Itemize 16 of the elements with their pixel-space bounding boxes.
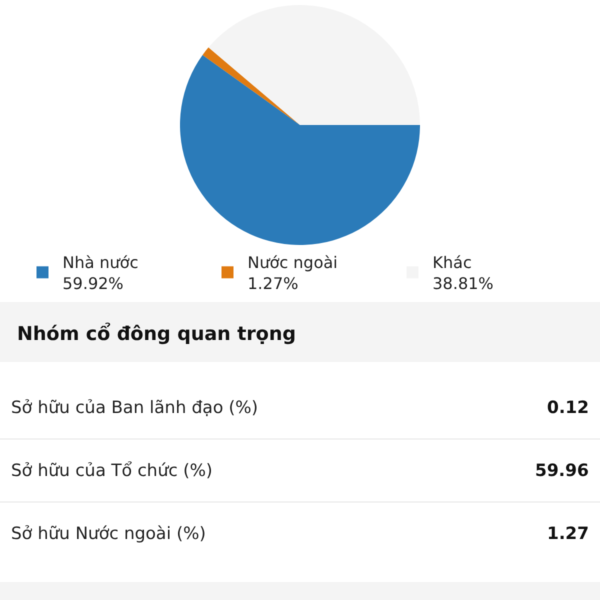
text: Nhóm cổ đông quan trọng <box>17 322 296 345</box>
data-label: 38.81% <box>432 274 494 293</box>
legend-label: Nhà nước <box>62 253 138 272</box>
data-label: 59.92% <box>62 274 124 293</box>
legend-label: Khác <box>432 253 472 272</box>
legend-label: Nước ngoài <box>248 253 338 272</box>
text: Sở hữu Nước ngoài (%) <box>11 524 206 544</box>
pie-slice <box>208 5 420 125</box>
text: Sở hữu của Ban lãnh đạo (%) <box>11 398 258 418</box>
data-label: 1.27% <box>248 274 298 293</box>
text: 59.96 <box>535 461 589 481</box>
text: 0.12 <box>547 398 589 418</box>
pie-slice <box>202 47 300 125</box>
text: Sở hữu của Tổ chức (%) <box>11 461 213 481</box>
pie-slice <box>180 54 420 245</box>
text: 1.27 <box>547 524 589 544</box>
